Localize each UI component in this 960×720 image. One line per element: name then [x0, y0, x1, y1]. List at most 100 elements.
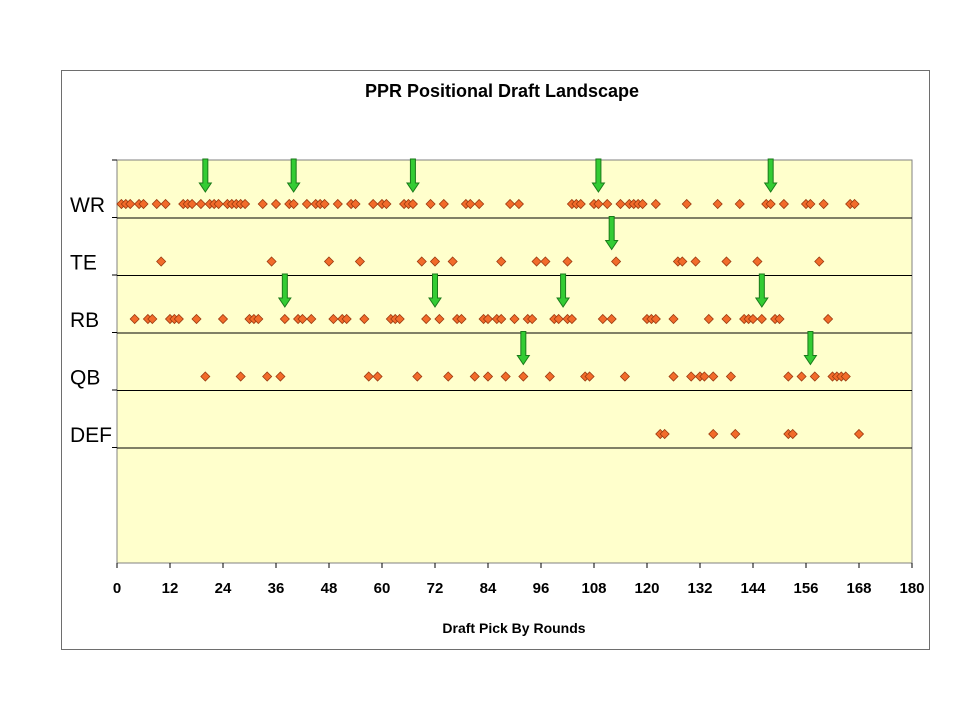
plot-area [116, 159, 913, 564]
data-point-rb [496, 313, 507, 325]
data-point-rb [553, 313, 564, 325]
data-point-wr [425, 198, 436, 210]
data-point-rb [217, 313, 229, 325]
data-point-te [354, 256, 365, 267]
data-point-rb [328, 313, 339, 325]
data-point-wr [818, 198, 829, 210]
data-point-wr [195, 198, 206, 210]
data-point-wr [513, 198, 524, 210]
down-arrow-icon [428, 273, 442, 308]
data-point-def [787, 428, 798, 440]
data-point-qb [482, 371, 494, 382]
down-arrow-icon [803, 331, 818, 366]
x-tick-label: 0 [113, 580, 121, 597]
data-point-wr [681, 198, 692, 210]
data-point-wr [160, 198, 171, 210]
data-point-wr [650, 198, 661, 210]
down-arrow-icon [754, 273, 769, 308]
x-tick-label: 24 [215, 580, 232, 597]
down-arrow-icon [516, 331, 531, 366]
grid-lines [117, 217, 912, 449]
data-point-rb [147, 313, 158, 325]
data-point-rb [823, 313, 834, 325]
data-point-te [266, 256, 277, 267]
data-point-qb [708, 371, 719, 382]
data-point-qb [699, 371, 710, 382]
data-point-te [721, 256, 732, 267]
data-point-rb [341, 313, 352, 325]
x-axis-label: Draft Pick By Rounds [442, 620, 585, 636]
data-point-rb [421, 313, 432, 325]
data-point-wr [593, 198, 604, 210]
chart-svg: PPR Positional Draft Landscape 0 12 24 36 48… [70, 81, 925, 636]
data-point-wr [332, 198, 343, 210]
data-point-qb [686, 371, 697, 382]
data-point-wr [712, 198, 723, 210]
data-point-qb [796, 371, 807, 382]
data-point-rb [359, 313, 370, 325]
x-axis-ticks: 0 12 24 36 48 60 72 84 96 108 120 132 144 156 168 180 [113, 563, 925, 597]
data-point-te [531, 256, 542, 267]
data-point-wr [637, 198, 648, 210]
x-tick-label: 72 [427, 580, 444, 597]
data-point-wr [288, 198, 299, 210]
data-points [116, 198, 865, 440]
data-point-qb [668, 371, 679, 382]
data-point-rb [482, 313, 494, 325]
data-point-wr [301, 198, 312, 210]
data-point-wr [381, 198, 392, 210]
data-point-te [814, 256, 825, 267]
data-point-wr [849, 198, 860, 210]
down-arrow-icon [556, 273, 571, 308]
data-point-rb [297, 313, 308, 325]
x-tick-label: 96 [533, 580, 550, 597]
data-point-qb [840, 371, 851, 382]
data-point-rb [747, 313, 759, 325]
data-point-qb [262, 371, 273, 382]
down-arrow-icon [591, 158, 606, 193]
data-point-te [752, 256, 763, 267]
data-point-rb [703, 313, 714, 325]
data-point-rb [774, 313, 785, 325]
data-point-te [429, 256, 441, 267]
data-point-wr [368, 198, 379, 210]
y-category-label: RB [70, 309, 99, 332]
data-point-def [708, 428, 719, 440]
y-category-label: DEF [70, 424, 112, 447]
data-point-wr [257, 198, 268, 210]
y-category-label: WR [70, 194, 105, 217]
data-point-rb [253, 313, 264, 325]
data-point-qb [619, 371, 630, 382]
x-tick-label: 156 [793, 580, 818, 597]
data-point-qb [500, 371, 511, 382]
data-point-wr [151, 198, 162, 210]
x-tick-label: 36 [268, 580, 285, 597]
data-point-wr [407, 198, 418, 210]
data-point-rb [597, 313, 608, 325]
data-point-rb [279, 313, 290, 325]
data-point-rb [566, 313, 577, 325]
data-point-te [496, 256, 507, 267]
chart-title: PPR Positional Draft Landscape [365, 81, 639, 101]
x-tick-label: 132 [687, 580, 712, 597]
data-point-def [659, 428, 670, 440]
data-point-rb [191, 313, 202, 325]
data-point-qb [443, 371, 454, 382]
down-arrow-icon [763, 158, 778, 193]
data-point-wr [240, 198, 251, 210]
data-point-rb [456, 313, 467, 325]
down-arrow-icon [604, 216, 619, 251]
data-point-rb [650, 313, 661, 325]
data-point-qb [725, 371, 736, 382]
data-point-qb [235, 371, 246, 382]
y-category-label: QB [70, 367, 100, 390]
x-tick-label: 120 [634, 580, 659, 597]
data-point-rb [173, 313, 184, 325]
down-arrow-icon [286, 158, 301, 193]
data-point-te [156, 256, 167, 267]
data-point-qb [809, 371, 820, 382]
data-point-rb [527, 313, 538, 325]
data-point-wr [474, 198, 485, 210]
arrow-annotations [198, 158, 818, 366]
data-point-rb [509, 313, 520, 325]
